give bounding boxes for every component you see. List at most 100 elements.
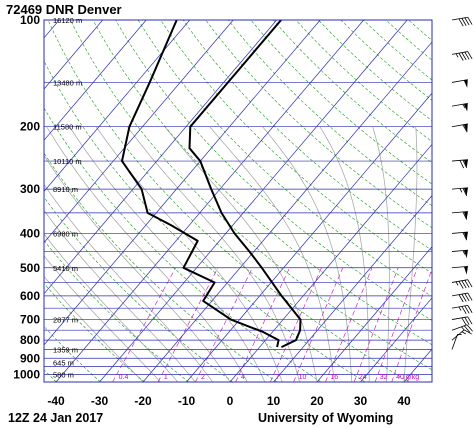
x-axis-ticks: -40 -30 -20 -10 0 10 20 30 40 [47, 394, 411, 408]
wind-barb-flag [467, 17, 473, 25]
wind-barb-shaft [451, 324, 468, 331]
wind-barb [451, 304, 473, 314]
mixing-ratio-line [293, 267, 344, 382]
isotherm [403, 348, 432, 382]
wind-barb-flag [466, 324, 473, 332]
dry-adiabat [44, 239, 189, 382]
height-label: 5410 m [53, 264, 78, 273]
wind-barb [451, 159, 468, 169]
mixing-ratio-label: 16 [330, 374, 338, 381]
wind-barb-flag [462, 159, 468, 168]
dry-adiabat [227, 20, 432, 207]
wind-barb-half [459, 188, 463, 193]
wind-barb-flag [467, 316, 473, 325]
wind-barb-flag [467, 279, 473, 288]
wind-barb [451, 249, 468, 259]
x-tick-label: -30 [91, 394, 109, 408]
wind-barb-flag [462, 124, 468, 133]
wind-barb [451, 123, 468, 133]
wind-barb [451, 324, 473, 333]
x-tick-label: -20 [134, 394, 152, 408]
wind-barb-flag [459, 160, 465, 169]
moist-adiabat [403, 126, 418, 382]
wind-barb [451, 16, 473, 27]
mixing-ratio-label: 10 [299, 374, 307, 381]
dry-adiabat [115, 20, 432, 321]
sounding-profiles [121, 20, 302, 349]
x-tick-label: 10 [267, 394, 281, 408]
dry-adiabat [385, 20, 432, 61]
wind-barb-pennant [463, 103, 468, 112]
mixing-ratio-label: 4 [241, 374, 245, 381]
dry-adiabat [44, 152, 278, 382]
wind-barb [451, 211, 468, 220]
wind-barb-flag [458, 294, 464, 303]
height-label: 11580 m [53, 123, 82, 132]
wind-barb-flag [458, 18, 464, 27]
mixing-ratio-line [195, 267, 253, 382]
wind-barb-flag [467, 305, 473, 313]
isotherm [44, 20, 277, 295]
height-label: 10110 m [53, 157, 82, 166]
wind-barb-shaft [451, 334, 458, 350]
mixing-ratio-label: 1 [164, 374, 168, 381]
height-label: 1359 m [53, 345, 78, 354]
mixing-ratio-label: 32 [380, 374, 388, 381]
footer-source: University of Wyoming [258, 411, 393, 425]
y-tick-label: 200 [20, 120, 40, 134]
y-axis-ticks: 100 200 300 400 500 600 700 800 900 1000 [13, 13, 40, 381]
height-label: 2877 m [53, 316, 78, 325]
wind-barb-flag [464, 293, 470, 302]
wind-barb [451, 316, 473, 326]
mixing-ratio-line [391, 268, 432, 382]
wind-barb-flag [462, 232, 468, 241]
moist-adiabat [44, 255, 161, 382]
isotherm [44, 20, 190, 192]
dry-adiabat [137, 20, 432, 297]
isotherm [142, 41, 432, 382]
isotherm [273, 194, 432, 382]
wind-barb-pennant [463, 250, 468, 259]
dry-adiabat [318, 20, 432, 122]
wind-barb-pennant [463, 187, 468, 196]
moist-adiabat [44, 154, 231, 382]
wind-barb-flag [461, 52, 467, 61]
dry-adiabat [44, 196, 233, 382]
y-tick-label: 500 [20, 261, 40, 275]
y-tick-label: 1000 [13, 367, 40, 381]
moist-adiabat [319, 126, 370, 382]
moist-adiabat [44, 209, 196, 382]
moist-adiabat [44, 183, 213, 382]
wind-barbs [451, 16, 473, 350]
wind-barb-flag [461, 280, 467, 289]
wind-barb [451, 329, 472, 341]
moist-adiabat [95, 126, 283, 382]
wind-barb-flag [463, 325, 471, 333]
wind-barb-flag [462, 188, 468, 197]
wind-barb-flag [464, 329, 472, 335]
height-label: 16120 m [53, 16, 82, 25]
wind-barb-half [455, 53, 459, 58]
wind-barb-flag [461, 317, 467, 326]
dry-adiabat [44, 107, 322, 382]
dry-adiabat [182, 20, 432, 251]
moist-adiabat [46, 126, 248, 382]
mixing-ratio-label: 2 [201, 374, 205, 381]
y-tick-label: 100 [20, 13, 40, 27]
wind-barb-pennant [463, 79, 468, 88]
wind-barb-half [461, 331, 466, 335]
wind-barb-flag [464, 305, 470, 314]
moist-adiabat [44, 275, 144, 382]
wind-barb-shaft [451, 265, 468, 269]
wind-barb-half [462, 250, 466, 255]
wind-barb-half [458, 306, 462, 311]
mixing-ratio-line [270, 267, 322, 382]
wind-barb-flag [464, 17, 470, 26]
y-tick-label: 300 [20, 182, 40, 196]
mixing-ratio-line [112, 267, 177, 382]
wind-barb-flag [464, 317, 470, 325]
wind-barb-shaft [451, 329, 465, 341]
wind-barb-flag [458, 52, 464, 61]
x-tick-label: 30 [354, 394, 368, 408]
